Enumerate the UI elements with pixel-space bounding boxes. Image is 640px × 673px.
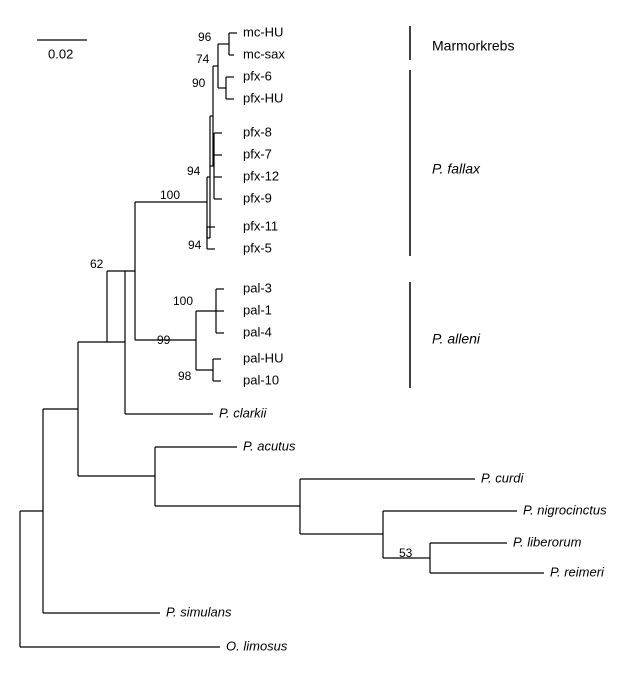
- tip-label-pfx12: pfx-12: [243, 168, 279, 183]
- phylogenetic-tree: 0.02 mc-HU mc-sax pfx-6 pfx-HU pfx-8 pfx-7 pfx-…: [0, 0, 640, 673]
- support-value: 100: [173, 294, 193, 308]
- tip-label-liber: P. liberorum: [513, 534, 582, 549]
- tip-label-mcsax: mc-sax: [243, 46, 285, 61]
- group-label: P. fallax: [432, 161, 481, 177]
- scale-bar-label: 0.02: [48, 46, 73, 61]
- tip-label-reimeri: P. reimeri: [550, 564, 605, 579]
- support-value: 62: [90, 257, 104, 271]
- tip-label-pfx11: pfx-11: [243, 218, 278, 233]
- tip-label-pfx8: pfx-8: [243, 124, 272, 139]
- tip-label-limosus: O. limosus: [226, 638, 288, 653]
- tip-label-pal3: pal-3: [243, 280, 272, 295]
- tip-label-palHU: pal-HU: [243, 350, 283, 365]
- support-value: 98: [178, 369, 192, 383]
- tip-label-simulans: P. simulans: [166, 604, 232, 619]
- tip-label-pfx9: pfx-9: [243, 190, 272, 205]
- support-value: 53: [399, 546, 413, 560]
- tip-label-clarkii: P. clarkii: [219, 405, 268, 420]
- group-label: Marmorkrebs: [432, 38, 514, 54]
- support-value: 94: [188, 238, 202, 252]
- tip-label-pal1: pal-1: [243, 302, 272, 317]
- tip-label-pal10: pal-10: [243, 372, 279, 387]
- tip-label-pfx6: pfx-6: [243, 68, 272, 83]
- tip-label-pfx7: pfx-7: [243, 146, 272, 161]
- tip-label-mcHU: mc-HU: [243, 24, 283, 39]
- support-value: 94: [187, 164, 201, 178]
- support-value: 74: [196, 52, 210, 66]
- support-value: 99: [157, 333, 171, 347]
- tip-label-curdi: P. curdi: [481, 470, 525, 485]
- support-value: 90: [192, 76, 206, 90]
- support-value: 96: [198, 30, 212, 44]
- tip-label-nigro: P. nigrocinctus: [523, 502, 607, 517]
- tip-label-pfx5: pfx-5: [243, 240, 272, 255]
- group-label: P. alleni: [432, 331, 481, 347]
- tip-label-pfxHU: pfx-HU: [243, 90, 283, 105]
- tip-label-pal4: pal-4: [243, 324, 272, 339]
- tip-label-acutus: P. acutus: [243, 438, 296, 453]
- support-value: 100: [160, 188, 180, 202]
